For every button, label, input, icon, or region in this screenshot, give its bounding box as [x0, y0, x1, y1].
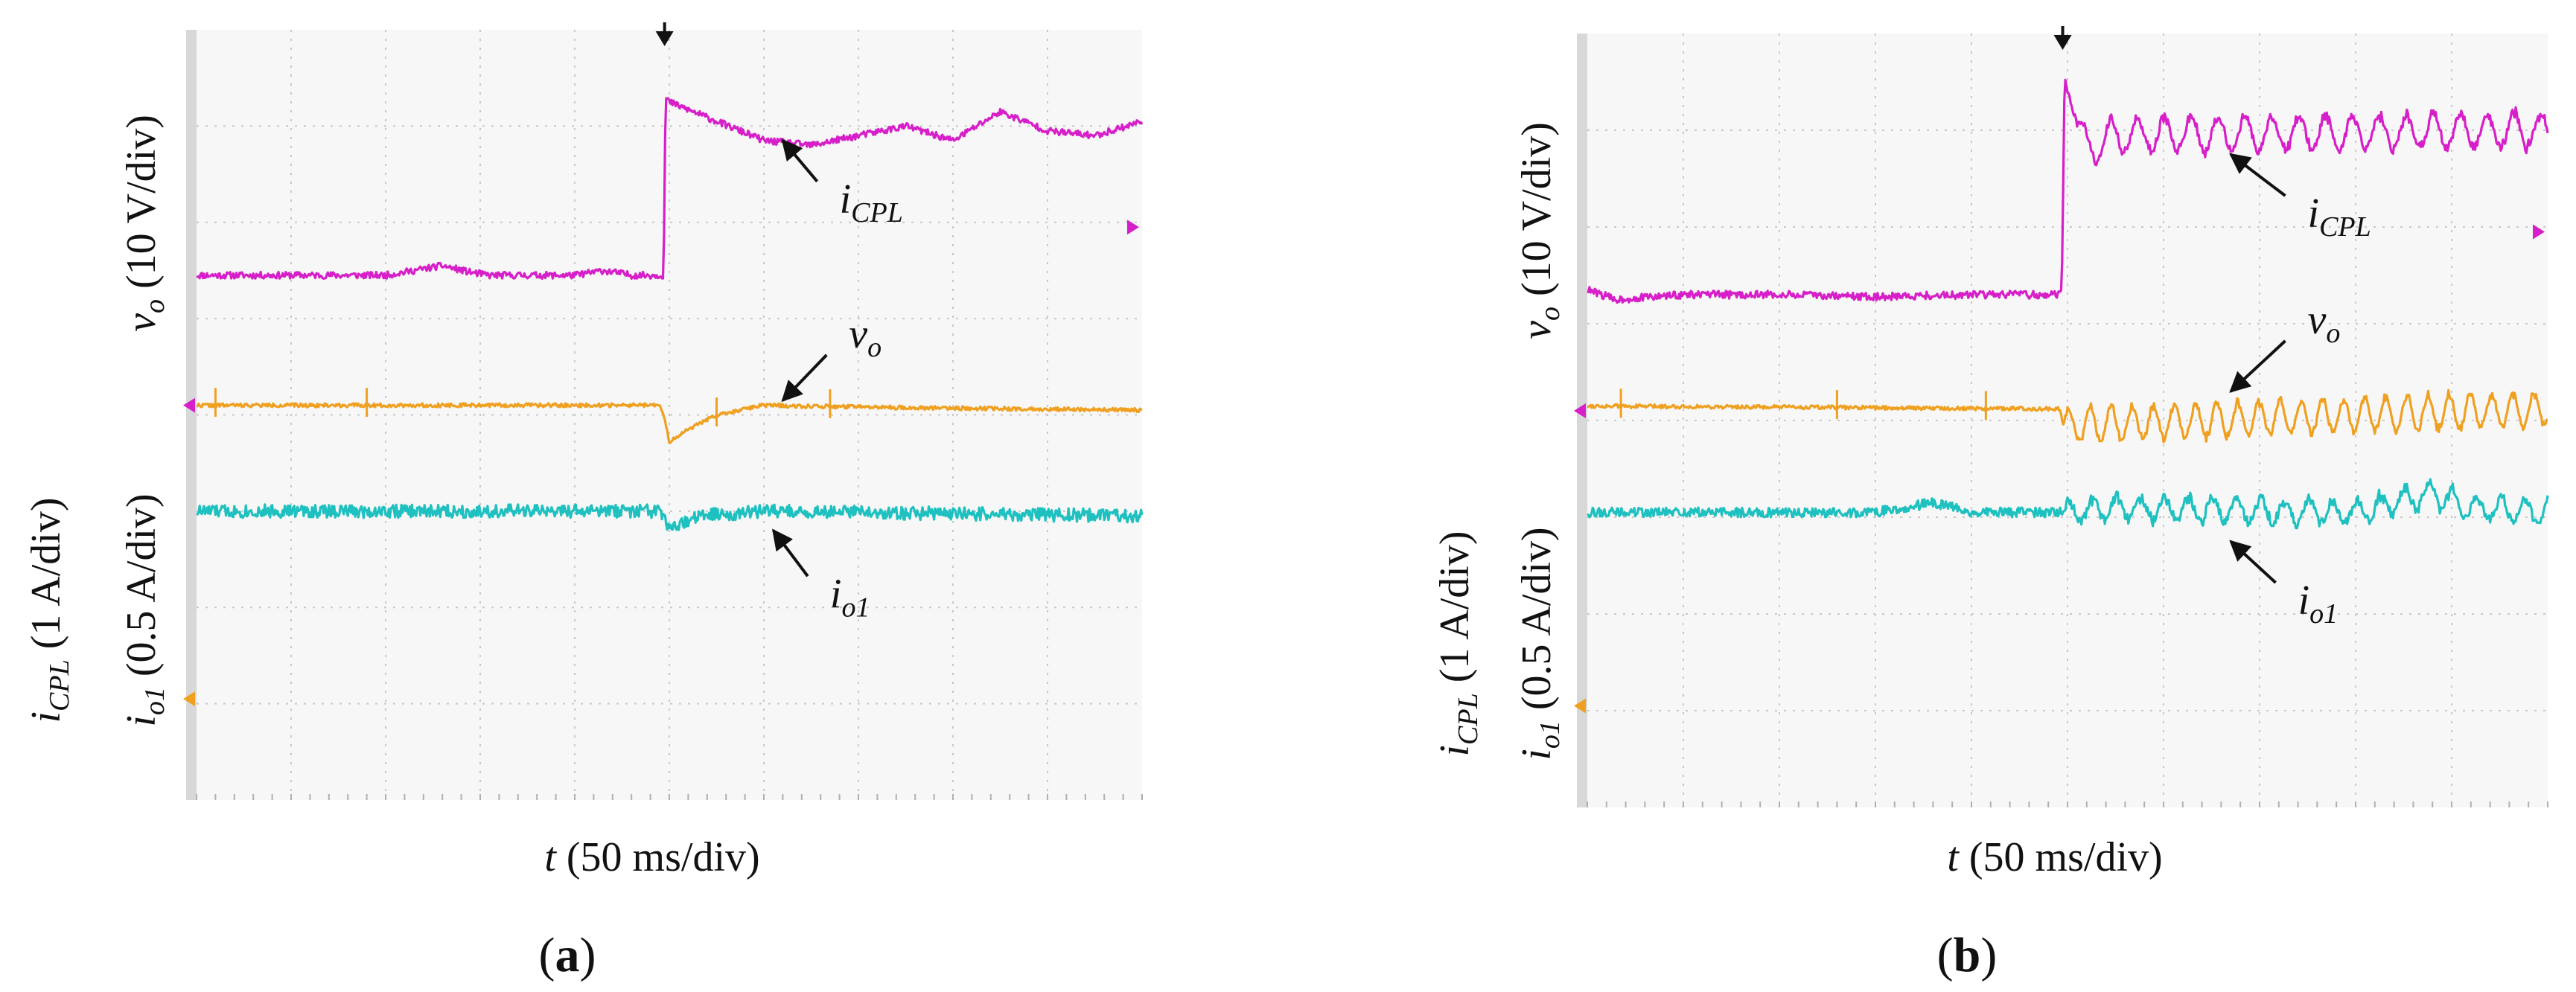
panel-a-xlabel: t (50 ms/div) — [544, 834, 759, 880]
panel-b-channel-markers — [1574, 224, 2545, 714]
icpl-marker-icon — [1127, 220, 1139, 235]
trace-io1 — [1587, 478, 2549, 530]
annotation-arrow — [2229, 540, 2277, 584]
panel-a-tag: (a) — [539, 928, 596, 982]
trace-icpl — [196, 97, 1144, 280]
panel-a-traces — [196, 97, 1144, 531]
annotation-arrow — [781, 138, 819, 183]
trigger-marker-icon — [2053, 35, 2072, 50]
panel-b-ylabel-upper: vo (10 V/div) — [1514, 122, 1566, 339]
io1-marker-icon — [1574, 698, 1586, 714]
trace-vo — [1587, 388, 2548, 444]
panel-a-ylabel-lower-2: io1 (0.5 A/div) — [118, 493, 170, 726]
annotation-arrow — [2229, 339, 2286, 393]
panel-a-ylabel-lower-1: iCPL (1 A/div) — [23, 497, 75, 723]
vo-marker-icon — [183, 397, 195, 413]
annotation-label-vo: vo — [849, 311, 881, 363]
panel-a-channel-markers — [183, 220, 1139, 707]
panel-b-grid — [1587, 26, 2548, 807]
vo-marker-icon — [1574, 403, 1586, 418]
panel-b-traces — [1587, 78, 2549, 530]
io1-marker-icon — [183, 691, 195, 707]
annotation-arrow — [2229, 153, 2286, 197]
annotation-arrow — [781, 353, 828, 403]
panel-b-ylabel-lower-2: io1 (0.5 A/div) — [1514, 527, 1566, 760]
annotation-label-vo: vo — [2308, 297, 2341, 349]
panel-b-xlabel: t (50 ms/div) — [1947, 834, 2162, 880]
trigger-marker-icon — [655, 31, 674, 46]
trace-icpl — [1587, 78, 2549, 304]
panel-b: iCPL vo io1 vo (10 V/div) iCPL (1 A/div) i… — [1432, 26, 2549, 982]
trace-io1 — [196, 503, 1144, 531]
annotation-label-icpl: iCPL — [840, 176, 903, 228]
panel-b-tag: (b) — [1937, 928, 1998, 982]
panel-a: iCPL vo io1 vo (10 V/div) iCPL (1 A/div) i… — [23, 22, 1144, 982]
trace-vo — [196, 402, 1143, 444]
panel-b-annotations: iCPL vo io1 — [2229, 153, 2371, 630]
panel-a-ylabel-upper: vo (10 V/div) — [118, 115, 170, 332]
panel-b-ylabel-lower-1: iCPL (1 A/div) — [1432, 531, 1484, 756]
annotation-label-io1: io1 — [2298, 577, 2339, 630]
icpl-marker-icon — [2533, 224, 2545, 240]
panel-a-annotations: iCPL vo io1 — [772, 138, 903, 623]
annotation-arrow — [772, 528, 809, 577]
annotation-label-io1: io1 — [830, 571, 870, 623]
annotation-label-icpl: iCPL — [2308, 191, 2371, 243]
